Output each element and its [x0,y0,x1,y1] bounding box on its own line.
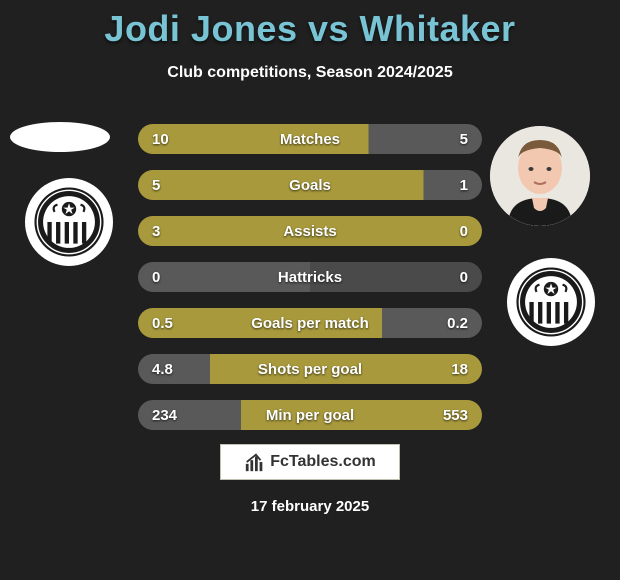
player-right-avatar [490,126,590,226]
stat-row: 0Hattricks0 [138,262,482,292]
stat-right-value: 18 [428,361,468,378]
club-badge-icon [33,186,105,258]
stat-right-value: 0 [428,269,468,286]
club-badge-icon [515,266,587,338]
page-title: Jodi Jones vs Whitaker [0,0,620,50]
stat-right-value: 553 [428,407,468,424]
subtitle: Club competitions, Season 2024/2025 [0,64,620,82]
stat-row: 234Min per goal553 [138,400,482,430]
stat-right-value: 0 [428,223,468,240]
date: 17 february 2025 [0,498,620,515]
stat-row: 3Assists0 [138,216,482,246]
stat-row: 0.5Goals per match0.2 [138,308,482,338]
stat-row: 4.8Shots per goal18 [138,354,482,384]
chart-icon [244,451,266,473]
stat-row: 5Goals1 [138,170,482,200]
stat-row: 10Matches5 [138,124,482,154]
player-left-avatar [10,122,110,152]
player-avatar-icon [490,126,590,226]
site-logo-text: FcTables.com [270,453,376,471]
stat-right-value: 0.2 [428,315,468,332]
club-right-badge [507,258,595,346]
stat-right-value: 1 [428,177,468,194]
site-logo: FcTables.com [220,444,400,480]
stats-container: 10Matches5 5Goals1 3Assists0 0Hattricks0 0.5… [138,124,482,446]
club-left-badge [25,178,113,266]
stat-right-value: 5 [428,131,468,148]
